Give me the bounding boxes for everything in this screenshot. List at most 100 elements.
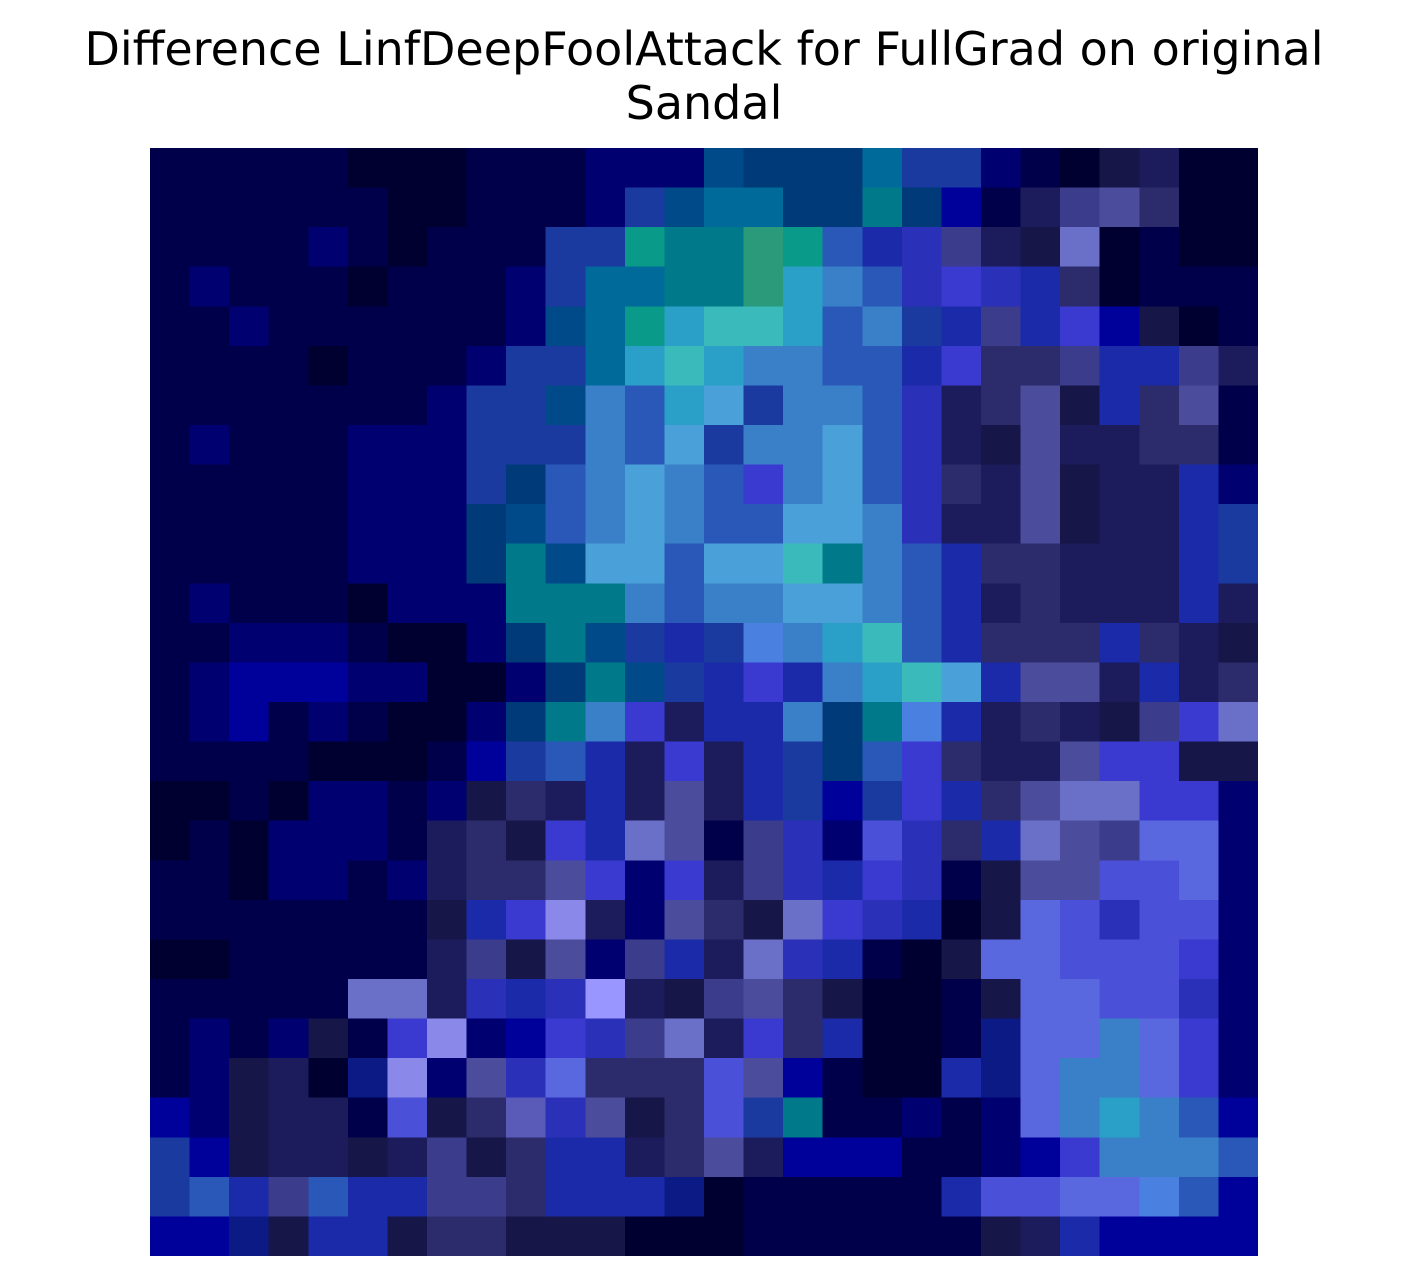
heatmap-cell — [1218, 464, 1258, 505]
heatmap-cell — [862, 464, 903, 505]
heatmap-cell — [1178, 504, 1220, 545]
heatmap-cell — [466, 583, 507, 624]
heatmap-cell — [506, 622, 547, 664]
heatmap-cell — [664, 187, 705, 228]
heatmap-cell — [427, 1176, 468, 1218]
heatmap-cell — [1218, 939, 1258, 980]
heatmap-cell — [308, 543, 349, 584]
heatmap-cell — [347, 187, 389, 228]
heatmap-cell — [783, 899, 824, 941]
heatmap-cell — [1139, 860, 1180, 901]
heatmap-cell — [862, 1137, 903, 1178]
heatmap-cell — [427, 504, 468, 545]
heatmap-cell — [704, 1097, 745, 1138]
heatmap-cell — [189, 1137, 230, 1178]
heatmap-cell — [1060, 306, 1101, 347]
heatmap-cell — [1099, 464, 1140, 505]
heatmap-cell — [1060, 741, 1101, 782]
heatmap-cell — [229, 939, 270, 980]
heatmap-cell — [941, 1058, 982, 1099]
heatmap-cell — [229, 1216, 270, 1256]
heatmap-cell — [427, 148, 468, 189]
heatmap-cell — [743, 1137, 784, 1178]
heatmap-cell — [1139, 662, 1180, 703]
heatmap-cell — [1139, 385, 1180, 426]
heatmap-cell — [704, 662, 745, 703]
heatmap-cell — [1218, 741, 1258, 782]
heatmap-cell — [1178, 741, 1220, 782]
heatmap-cell — [901, 662, 943, 703]
heatmap-cell — [664, 464, 705, 505]
heatmap-cell — [664, 702, 705, 743]
heatmap-cell — [506, 1137, 547, 1178]
heatmap-cell — [1218, 662, 1258, 703]
heatmap-cell — [743, 662, 784, 703]
heatmap-cell — [704, 1137, 745, 1178]
heatmap-cell — [862, 781, 903, 822]
heatmap-cell — [466, 227, 507, 268]
heatmap-cell — [941, 583, 982, 624]
heatmap-cell — [1139, 741, 1180, 782]
heatmap-cell — [347, 662, 389, 703]
heatmap-cell — [268, 820, 309, 861]
heatmap-cell — [1020, 425, 1061, 466]
heatmap-cell — [862, 1018, 903, 1059]
heatmap-cell — [1060, 1058, 1101, 1099]
heatmap-cell — [941, 820, 982, 861]
heatmap-cell — [427, 266, 468, 307]
heatmap-cell — [229, 227, 270, 268]
heatmap-cell — [545, 464, 586, 505]
heatmap-cell — [268, 662, 309, 703]
heatmap-cell — [822, 899, 863, 941]
heatmap-cell — [229, 860, 270, 901]
heatmap-cell — [901, 899, 943, 941]
heatmap-cell — [427, 979, 468, 1020]
heatmap-cell — [189, 306, 230, 347]
heatmap-cell — [901, 227, 943, 268]
heatmap-cell — [506, 702, 547, 743]
heatmap-cell — [427, 385, 468, 426]
heatmap-cell — [1060, 148, 1101, 189]
heatmap-cell — [981, 899, 1022, 941]
heatmap-cell — [743, 583, 784, 624]
heatmap-cell — [545, 622, 586, 664]
heatmap-cell — [189, 266, 230, 307]
heatmap-cell — [585, 543, 626, 584]
heatmap-cell — [229, 385, 270, 426]
heatmap-cell — [387, 979, 428, 1020]
heatmap-cell — [427, 702, 468, 743]
heatmap-cell — [1099, 1018, 1140, 1059]
heatmap-cell — [1218, 1058, 1258, 1099]
heatmap-cell — [1139, 899, 1180, 941]
heatmap-cell — [1099, 899, 1140, 941]
heatmap-cell — [229, 543, 270, 584]
heatmap-cell — [387, 820, 428, 861]
heatmap-cell — [585, 504, 626, 545]
heatmap-cell — [1099, 1097, 1140, 1138]
heatmap-cell — [347, 227, 389, 268]
heatmap-cell — [387, 345, 428, 387]
heatmap-cell — [704, 464, 745, 505]
heatmap-cell — [229, 820, 270, 861]
heatmap-cell — [506, 385, 547, 426]
heatmap-cell — [150, 860, 191, 901]
heatmap-cell — [743, 543, 784, 584]
heatmap-cell — [427, 1018, 468, 1059]
heatmap-cell — [941, 1137, 982, 1178]
heatmap-cell — [427, 425, 468, 466]
heatmap-cell — [466, 425, 507, 466]
heatmap-cell — [150, 939, 191, 980]
heatmap-cell — [822, 148, 863, 189]
heatmap-cell — [822, 543, 863, 584]
heatmap-cell — [229, 148, 270, 189]
heatmap-cell — [1099, 385, 1140, 426]
heatmap-cell — [822, 1176, 863, 1218]
heatmap-cell — [1139, 425, 1180, 466]
heatmap-cell — [268, 543, 309, 584]
heatmap-cell — [466, 187, 507, 228]
heatmap-cell — [150, 820, 191, 861]
heatmap-cell — [545, 860, 586, 901]
heatmap-cell — [229, 1058, 270, 1099]
heatmap-cell — [347, 1216, 389, 1256]
heatmap-cell — [387, 504, 428, 545]
